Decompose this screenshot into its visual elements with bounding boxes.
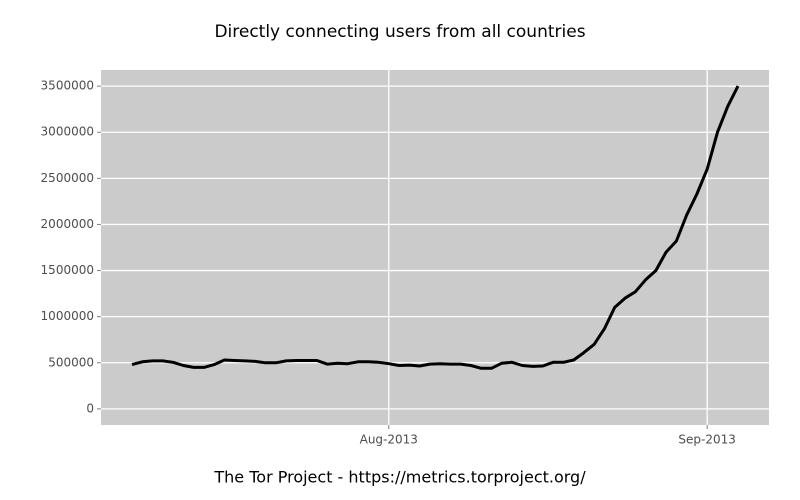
chart-title: Directly connecting users from all count… [214,22,585,42]
data-line [131,85,740,370]
caption: The Tor Project - https://metrics.torpro… [213,468,586,487]
y-tick-label: 1500000 [41,263,94,277]
x-tick-label: Aug-2013 [360,433,418,447]
y-tick-label: 500000 [48,355,94,369]
y-tick-label: 3000000 [41,125,94,139]
y-tick-label: 3500000 [41,79,94,93]
y-tick-label: 2000000 [41,217,94,231]
y-tick-label: 2500000 [41,171,94,185]
y-tick-label: 1000000 [41,309,94,323]
x-tick-label: Sep-2013 [678,433,736,447]
y-tick-label: 0 [86,401,94,415]
